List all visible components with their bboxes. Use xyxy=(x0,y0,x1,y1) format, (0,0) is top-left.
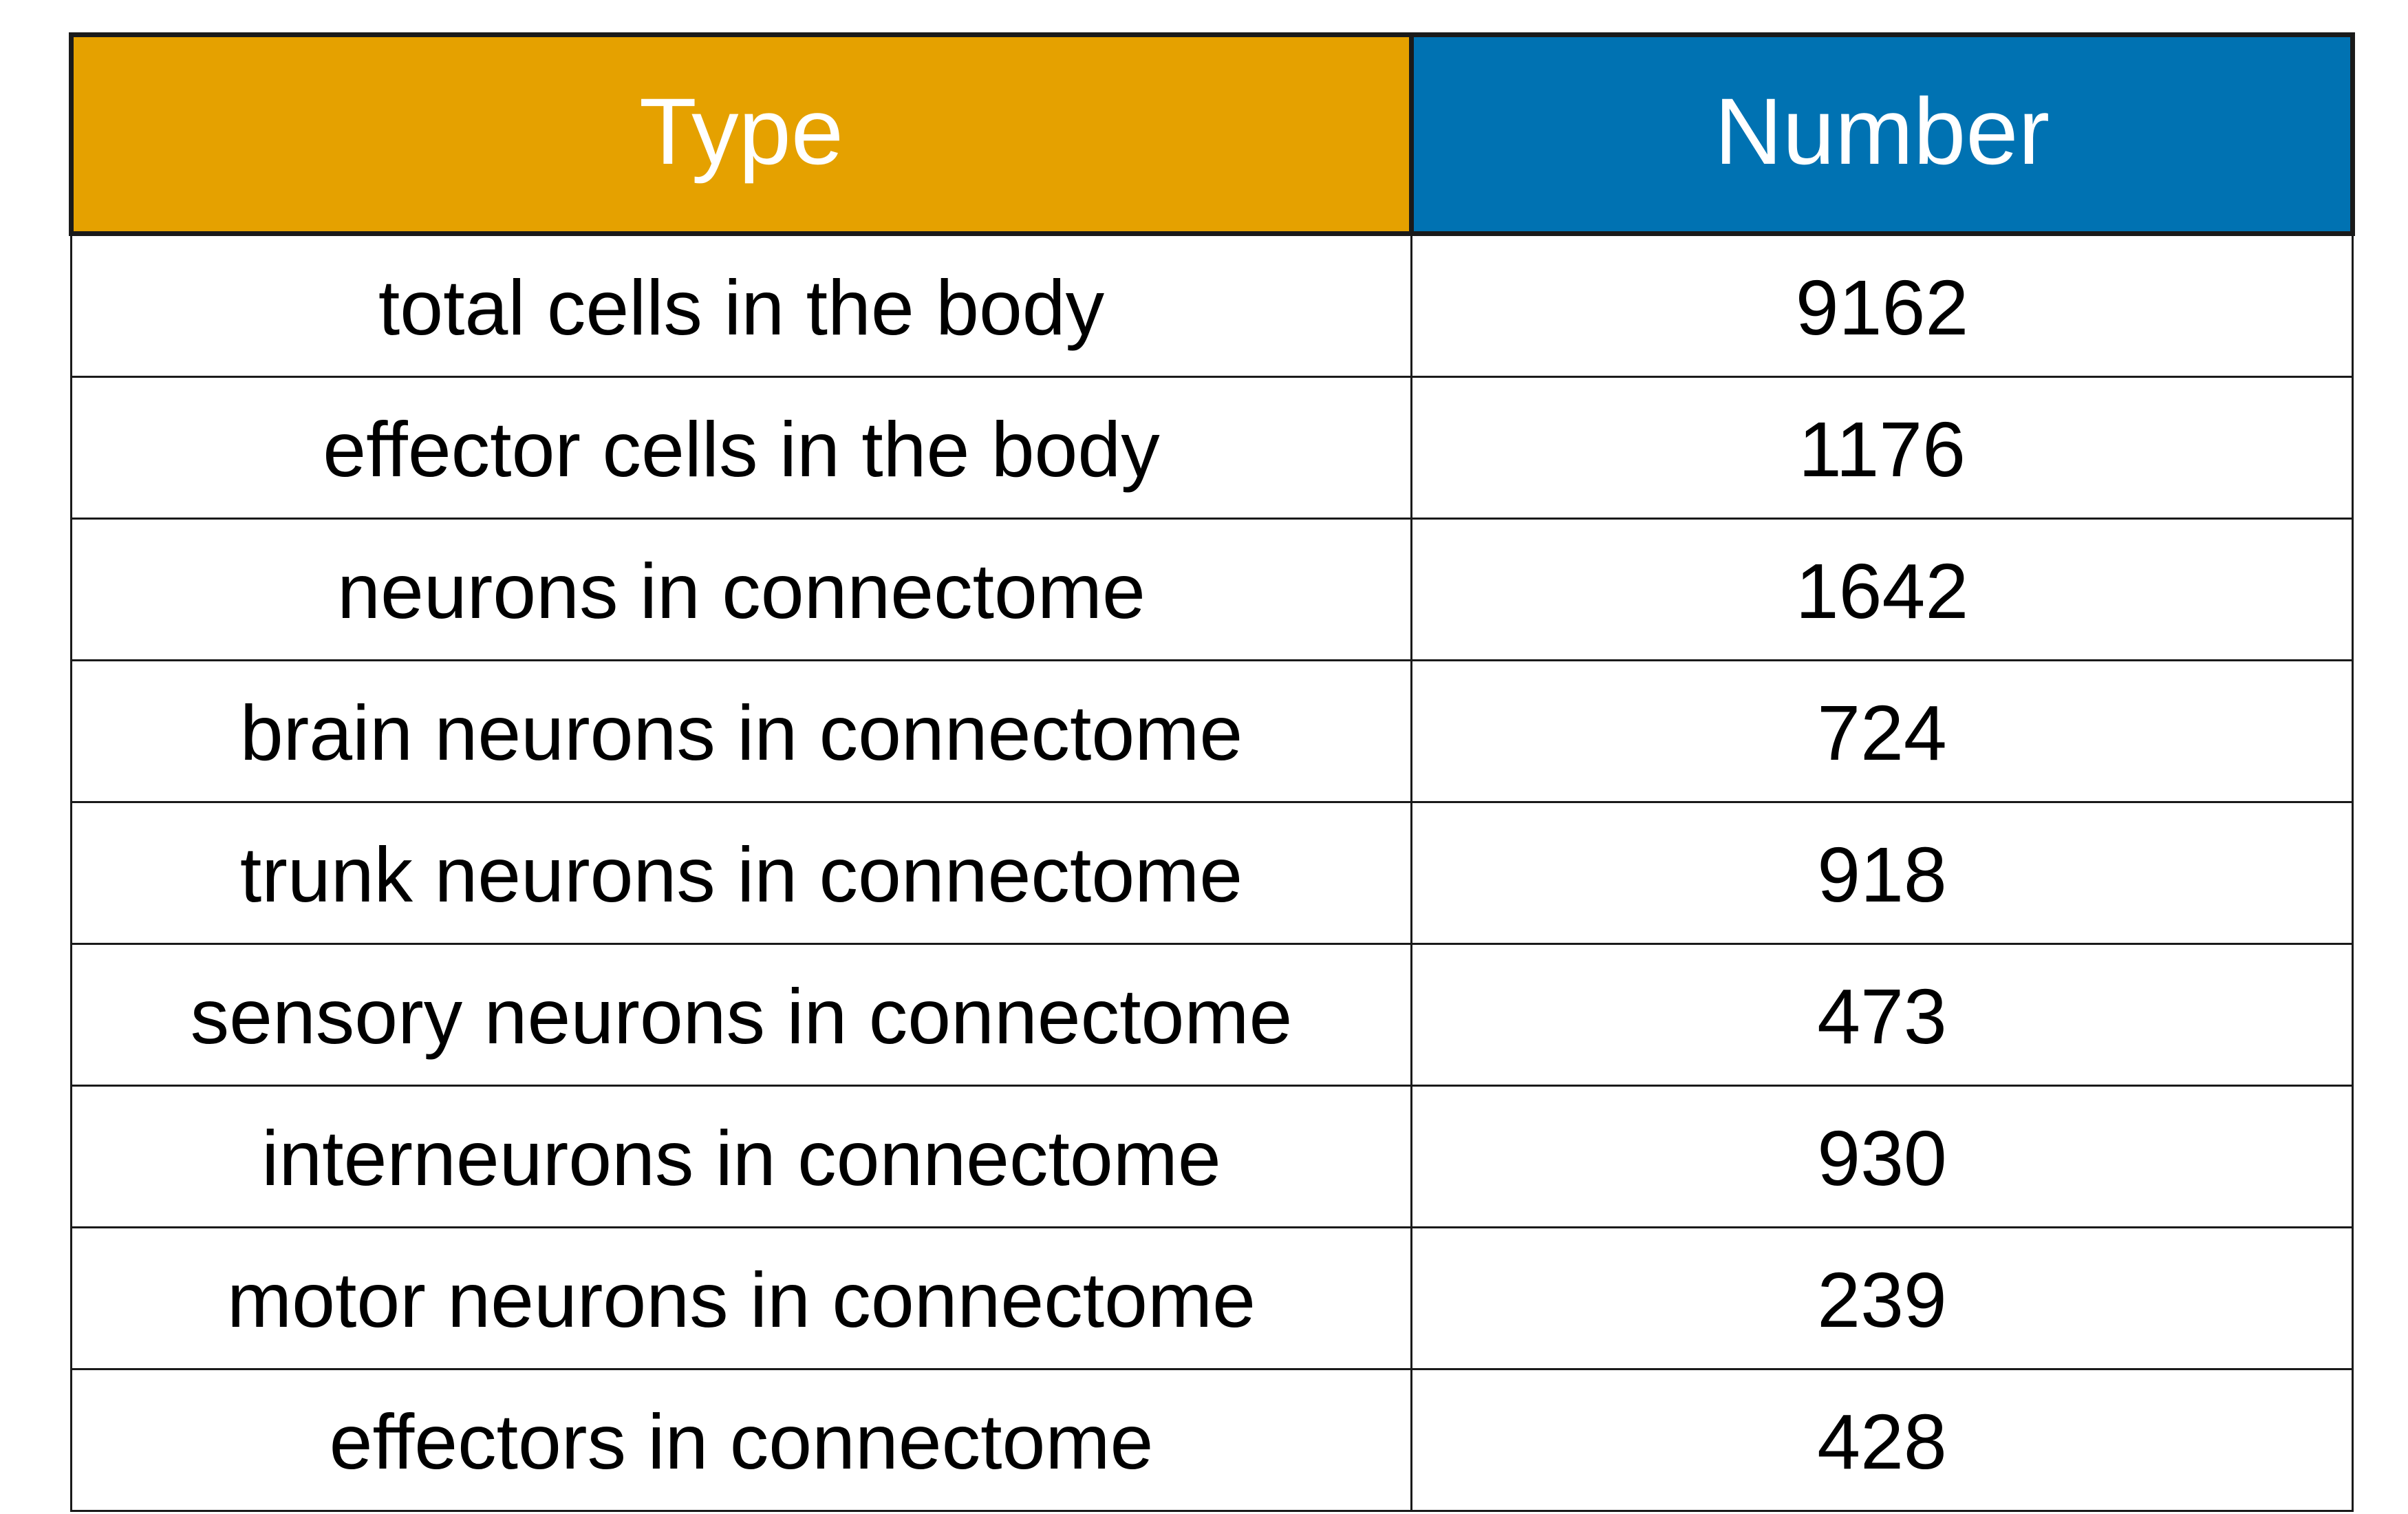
table-row: neurons in connectome 1642 xyxy=(70,518,2354,661)
number-column-header: Number xyxy=(1409,32,2355,236)
type-cell: sensory neurons in connectome xyxy=(70,943,1412,1087)
table-row: motor neurons in connectome 239 xyxy=(70,1226,2354,1370)
table-row: interneurons in connectome 930 xyxy=(70,1085,2354,1228)
table-row: brain neurons in connectome 724 xyxy=(70,659,2354,803)
table-row: effectors in connectome 428 xyxy=(70,1368,2354,1512)
number-cell: 9162 xyxy=(1410,233,2354,378)
table-row: sensory neurons in connectome 473 xyxy=(70,943,2354,1087)
table-row: trunk neurons in connectome 918 xyxy=(70,801,2354,945)
number-cell: 724 xyxy=(1410,659,2354,803)
type-cell: effector cells in the body xyxy=(70,376,1412,520)
type-cell: neurons in connectome xyxy=(70,518,1412,661)
type-cell: effectors in connectome xyxy=(70,1368,1412,1512)
type-cell: interneurons in connectome xyxy=(70,1085,1412,1228)
number-cell: 428 xyxy=(1410,1368,2354,1512)
number-cell: 239 xyxy=(1410,1226,2354,1370)
cell-count-table-container: Type Number total cells in the body 9162… xyxy=(69,32,2355,1512)
table-row: effector cells in the body 1176 xyxy=(70,376,2354,520)
cell-count-table: Type Number total cells in the body 9162… xyxy=(69,32,2355,1512)
type-cell: motor neurons in connectome xyxy=(70,1226,1412,1370)
type-cell: trunk neurons in connectome xyxy=(70,801,1412,945)
type-cell: total cells in the body xyxy=(70,233,1412,378)
table-row: total cells in the body 9162 xyxy=(70,233,2354,378)
number-cell: 473 xyxy=(1410,943,2354,1087)
type-column-header: Type xyxy=(69,32,1414,236)
number-cell: 918 xyxy=(1410,801,2354,945)
type-cell: brain neurons in connectome xyxy=(70,659,1412,803)
number-cell: 1176 xyxy=(1410,376,2354,520)
number-cell: 1642 xyxy=(1410,518,2354,661)
table-header-row: Type Number xyxy=(69,32,2355,236)
number-cell: 930 xyxy=(1410,1085,2354,1228)
